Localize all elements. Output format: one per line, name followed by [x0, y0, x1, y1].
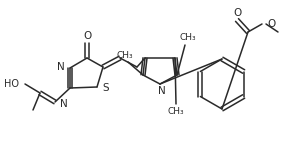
Text: CH₃: CH₃ — [117, 51, 133, 59]
Text: S: S — [102, 83, 109, 93]
Text: O: O — [83, 31, 91, 41]
Text: O: O — [233, 8, 241, 18]
Text: HO: HO — [4, 79, 19, 89]
Text: CH₃: CH₃ — [168, 107, 184, 117]
Text: N: N — [158, 86, 166, 96]
Text: N: N — [60, 99, 68, 109]
Text: O: O — [267, 19, 275, 29]
Text: CH₃: CH₃ — [180, 34, 196, 42]
Text: N: N — [57, 62, 65, 72]
